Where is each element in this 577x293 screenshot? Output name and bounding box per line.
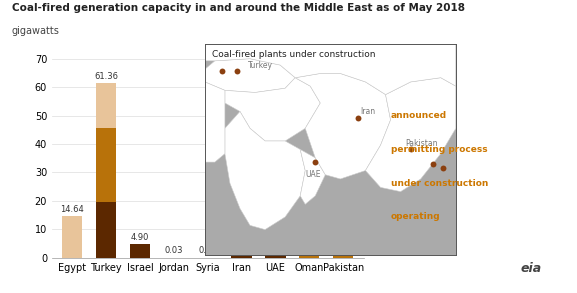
Bar	[231, 256, 252, 258]
Bar	[265, 255, 286, 258]
Point	[406, 147, 415, 152]
Text: eia: eia	[520, 263, 541, 275]
Point	[233, 69, 242, 74]
Text: Pakistan: Pakistan	[406, 139, 438, 148]
Text: 0.65: 0.65	[233, 245, 251, 254]
Text: Turkey: Turkey	[248, 61, 272, 69]
Bar	[96, 83, 117, 128]
Bar	[265, 253, 286, 255]
Text: gigawatts: gigawatts	[12, 26, 59, 36]
Text: 0.03: 0.03	[164, 246, 183, 255]
Bar	[265, 243, 286, 253]
Bar	[333, 216, 353, 240]
Bar	[96, 202, 117, 258]
Text: under construction: under construction	[391, 179, 488, 188]
Text: Iran: Iran	[361, 107, 376, 116]
Point	[429, 162, 438, 166]
Text: 14.64: 14.64	[61, 205, 84, 214]
Text: 61.36: 61.36	[94, 72, 118, 81]
Text: Coal-fired plants under construction: Coal-fired plants under construction	[212, 50, 376, 59]
Text: operating: operating	[391, 212, 440, 222]
Text: UAE: UAE	[305, 170, 321, 179]
Bar	[299, 253, 320, 258]
Text: 4.90: 4.90	[131, 233, 149, 242]
Bar	[96, 128, 117, 202]
Point	[353, 115, 362, 120]
Bar	[333, 240, 353, 258]
Text: 14.84: 14.84	[331, 204, 355, 213]
Text: Coal-fired generation capacity in and around the Middle East as of May 2018: Coal-fired generation capacity in and ar…	[12, 3, 464, 13]
Point	[218, 69, 227, 74]
Text: 1.80: 1.80	[300, 241, 319, 251]
Point	[310, 160, 320, 164]
Point	[439, 166, 448, 171]
Text: 5.40: 5.40	[266, 231, 284, 240]
Text: announced: announced	[391, 111, 447, 120]
Bar	[130, 244, 150, 258]
Text: 0.06: 0.06	[198, 246, 217, 255]
Bar	[62, 216, 83, 258]
Text: permitting process: permitting process	[391, 145, 487, 154]
